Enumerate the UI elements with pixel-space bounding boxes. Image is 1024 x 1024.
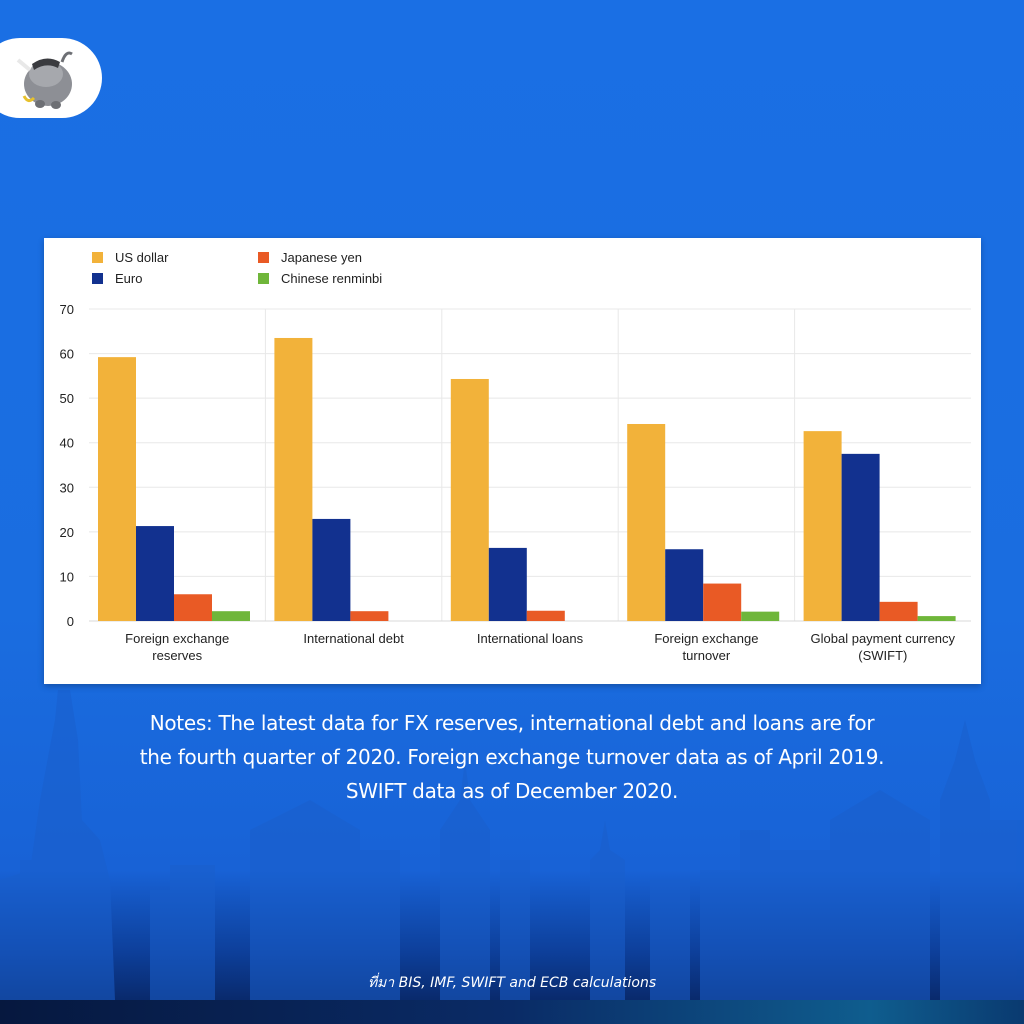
bar-chinese-renminbi xyxy=(917,616,956,621)
y-tick-label: 60 xyxy=(60,347,74,362)
legend-swatch xyxy=(258,252,269,263)
y-tick-label: 50 xyxy=(60,391,74,406)
bar-chinese-renminbi xyxy=(741,611,780,621)
chart-card: US dollar Euro Japanese yen Chinese renminb… xyxy=(44,238,981,684)
source-credit: ที่มา BIS, IMF, SWIFT and ECB calculatio… xyxy=(367,975,657,991)
bar-japanese-yen xyxy=(526,610,565,621)
bar-japanese-yen xyxy=(174,594,212,621)
legend-label: Chinese renminbi xyxy=(281,271,382,286)
legend-label: Euro xyxy=(115,271,142,286)
x-axis-categories: Foreign exchange reserves International de… xyxy=(125,631,955,663)
chart-notes: Notes: The latest data for FX reserves, … xyxy=(60,706,964,808)
x-category-label: Foreign exchange turnover xyxy=(654,631,758,663)
bar-euro xyxy=(841,453,880,621)
legend: US dollar Euro Japanese yen Chinese renminb… xyxy=(92,250,382,286)
legend-swatch xyxy=(258,273,269,284)
y-axis-ticks: 0 10 20 30 40 50 60 70 xyxy=(60,302,74,629)
legend-swatch xyxy=(92,252,103,263)
bar-us-dollar xyxy=(627,423,666,621)
y-tick-label: 70 xyxy=(60,302,74,317)
legend-swatch xyxy=(92,273,103,284)
bar-euro xyxy=(488,547,527,621)
bar-us-dollar xyxy=(803,431,842,621)
notes-line-3: SWIFT data as of December 2020. xyxy=(345,779,679,803)
bar-us-dollar xyxy=(98,357,136,621)
bar-us-dollar xyxy=(450,378,489,621)
bar-chinese-renminbi xyxy=(212,611,250,621)
bar-euro xyxy=(665,549,704,621)
x-category-label: Global payment currency (SWIFT) xyxy=(811,631,956,663)
x-category-label: Foreign exchange reserves xyxy=(125,631,229,663)
bull-mascot-icon xyxy=(16,51,73,109)
bar-euro xyxy=(312,518,351,621)
notes-line-1: Notes: The latest data for FX reserves, … xyxy=(149,711,875,735)
bar-japanese-yen xyxy=(879,601,918,621)
legend-label: US dollar xyxy=(115,250,169,265)
bars xyxy=(98,337,956,621)
x-category-label: International loans xyxy=(477,631,584,646)
notes-line-2: the fourth quarter of 2020. Foreign exch… xyxy=(139,745,885,769)
x-category-label: International debt xyxy=(303,631,404,646)
bar-japanese-yen xyxy=(703,583,742,621)
y-tick-label: 20 xyxy=(60,525,74,540)
y-tick-label: 30 xyxy=(60,480,74,495)
bar-chart: US dollar Euro Japanese yen Chinese renminb… xyxy=(60,250,971,663)
y-tick-label: 40 xyxy=(60,436,74,451)
y-tick-label: 0 xyxy=(67,614,74,629)
bar-us-dollar xyxy=(274,337,313,621)
legend-label: Japanese yen xyxy=(281,250,362,265)
bottom-band xyxy=(0,1000,1024,1024)
bar-japanese-yen xyxy=(350,611,389,621)
y-tick-label: 10 xyxy=(60,569,74,584)
bar-euro xyxy=(136,526,174,621)
